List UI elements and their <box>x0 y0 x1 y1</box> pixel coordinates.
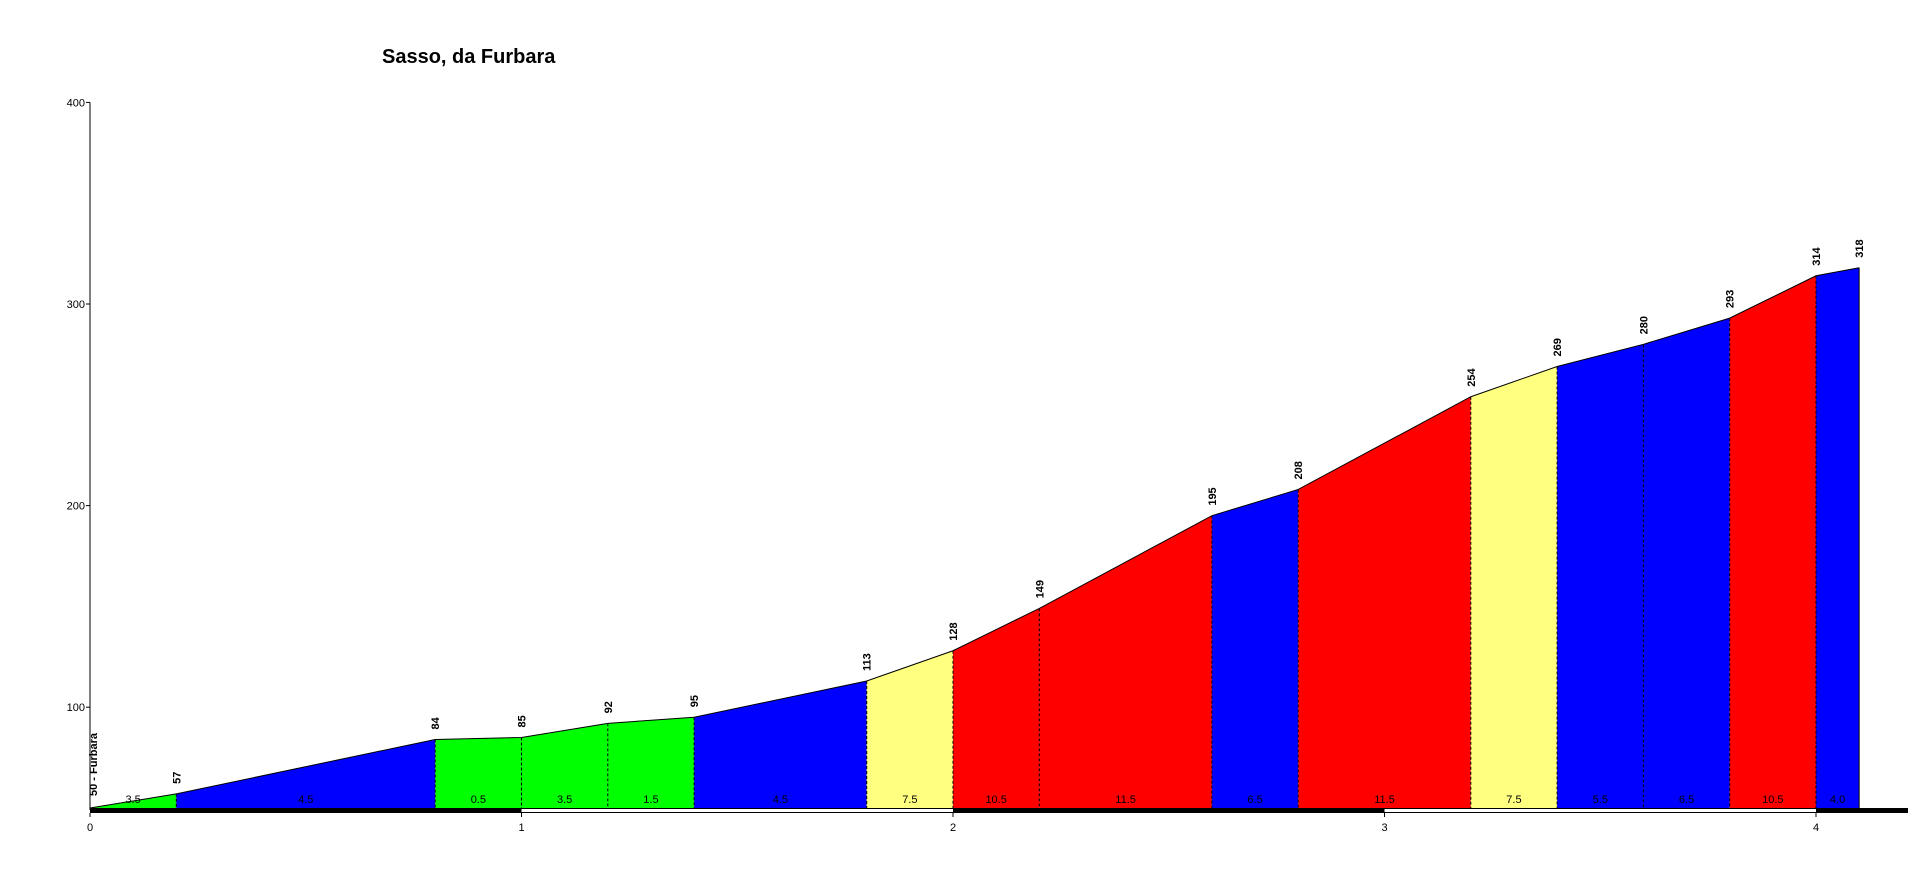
elevation-label: 113 <box>862 653 874 671</box>
elevation-label: 57 <box>171 772 183 784</box>
grade-label: 4.0 <box>1830 794 1845 806</box>
grade-label: 4.5 <box>298 794 313 806</box>
grade-label: 3.5 <box>126 794 141 806</box>
y-tick-label: 100 <box>67 702 85 714</box>
gradient-segment <box>1557 344 1644 808</box>
elevation-label: 195 <box>1207 487 1219 505</box>
gradient-segment <box>176 739 436 808</box>
gradient-segment <box>1039 515 1212 808</box>
profile-outline <box>89 267 1860 809</box>
gradient-segment <box>1729 275 1816 808</box>
elevation-label: 95 <box>689 695 701 707</box>
elevation-label: 293 <box>1725 290 1737 308</box>
x-tick-label: 2 <box>950 822 956 834</box>
chart-title: Sasso, da Furbara <box>382 46 556 68</box>
grade-label: 7.5 <box>902 794 917 806</box>
grade-label: 0.5 <box>471 794 486 806</box>
elevation-label: 208 <box>1293 461 1305 479</box>
y-tick-label: 200 <box>67 501 85 513</box>
gradient-segment <box>1470 366 1558 808</box>
elevation-label: 269 <box>1552 338 1564 356</box>
gradient-segment <box>435 737 522 808</box>
elevation-label: 149 <box>1034 580 1046 598</box>
gradient-segment <box>521 723 608 808</box>
grade-label: 6.5 <box>1679 794 1694 806</box>
gradient-segment <box>1643 318 1730 808</box>
gradient-segment <box>1298 396 1471 808</box>
x-tick-label: 0 <box>87 822 93 834</box>
grade-label: 7.5 <box>1506 794 1521 806</box>
grade-label: 10.5 <box>1762 794 1783 806</box>
grade-label: 6.5 <box>1247 794 1262 806</box>
gradient-segment <box>1816 267 1860 808</box>
gradient-segment <box>953 608 1040 808</box>
start-elevation-label: 50 - Furbara <box>88 732 100 796</box>
elevation-label: 84 <box>430 716 442 729</box>
y-tick-label: 300 <box>67 299 85 311</box>
elevation-label: 280 <box>1638 316 1650 334</box>
gradient-segment <box>1211 489 1299 808</box>
grade-label: 10.5 <box>985 794 1006 806</box>
x-axis-bar <box>90 808 1908 813</box>
elevation-label: 92 <box>603 701 615 713</box>
gradient-segment <box>866 650 953 808</box>
gradient-segment <box>607 717 695 808</box>
grade-label: 5.5 <box>1593 794 1608 806</box>
x-axis-km-band <box>521 809 953 812</box>
x-axis-km-band <box>1384 809 1816 812</box>
y-tick-label: 400 <box>67 97 85 109</box>
elevation-label: 318 <box>1854 239 1866 257</box>
elevation-label: 254 <box>1466 368 1478 387</box>
gradient-segment <box>694 680 867 808</box>
elevation-label: 314 <box>1811 247 1823 266</box>
grade-label: 3.5 <box>557 794 572 806</box>
elevation-label: 85 <box>517 715 529 727</box>
grade-label: 11.5 <box>1374 794 1395 806</box>
grade-label: 11.5 <box>1115 794 1136 806</box>
elevation-label: 128 <box>948 622 960 640</box>
grade-label: 1.5 <box>643 794 658 806</box>
x-tick-label: 1 <box>518 822 524 834</box>
x-tick-label: 3 <box>1381 822 1387 834</box>
grade-label: 4.5 <box>773 794 788 806</box>
x-tick-label: 4 <box>1813 822 1819 834</box>
